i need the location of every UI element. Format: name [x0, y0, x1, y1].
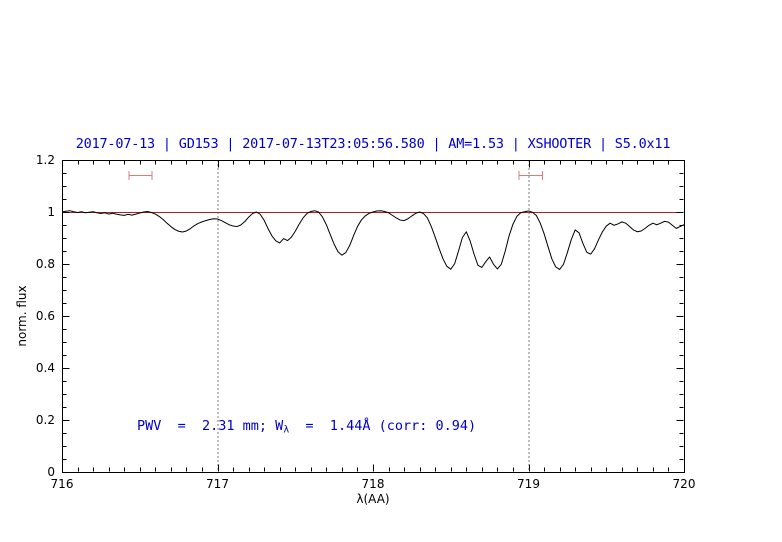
- plot-title: 2017-07-13 | GD153 | 2017-07-13T23:05:56…: [75, 136, 671, 152]
- y-tick-label: 0.6: [36, 309, 55, 323]
- y-tick-label: 1.2: [36, 153, 55, 167]
- y-tick-label: 0: [47, 465, 55, 479]
- x-tick-label: 717: [206, 477, 229, 491]
- y-tick-label: 0.2: [36, 413, 55, 427]
- y-tick-label: 0.8: [36, 257, 55, 271]
- x-tick-label: 718: [362, 477, 385, 491]
- x-tick-label: 719: [517, 477, 540, 491]
- x-axis-label: λ(AA): [356, 492, 390, 506]
- ew-annotation-text: = 1.44Å (corr: 0.94): [289, 418, 477, 434]
- lambda-subscript: λ: [283, 424, 290, 436]
- y-axis-label: norm. flux: [15, 285, 29, 347]
- y-tick-label: 1: [47, 205, 55, 219]
- y-tick-label: 0.4: [36, 361, 55, 375]
- x-tick-label: 720: [673, 477, 696, 491]
- pwv-annotation-text: PWV = 2.31 mm; W: [137, 418, 284, 434]
- pwv-annotation: PWV = 2.31 mm; Wλ = 1.44Å (corr: 0.94): [137, 418, 476, 436]
- spectrum-line: [61, 210, 685, 270]
- x-tick-label: 716: [51, 477, 74, 491]
